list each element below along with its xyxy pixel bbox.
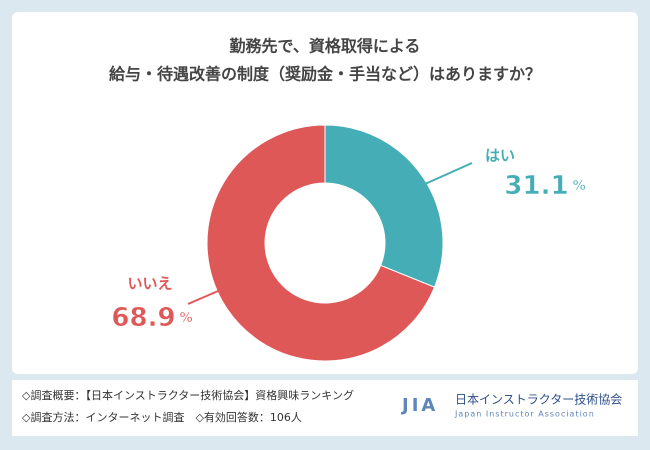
donut-slice [324,124,444,288]
leader-line [424,162,473,185]
donut-slice [206,124,436,362]
card [12,12,638,374]
logo-box [398,390,628,420]
chart-title: 給与・待遇改善の制度（奨励金・手当など）はありますか？ [109,65,541,84]
value-unit: % [180,311,193,326]
value-label: 68.9% [111,303,192,333]
logo-english: Japan Instructor Association [454,410,595,419]
chart-title: 勤務先で、資格取得による [230,37,421,56]
leader-line [187,284,233,305]
value-number: 31.1 [504,171,568,201]
logo-name: 日本インストラクター技術協会 [455,392,622,407]
category-label: いいえ [127,275,172,293]
footer-note: ◇調査概要：【日本インストラクター技術協会】資格興味ランキング [22,388,354,402]
footer-note: ◇調査方法：インターネット調査 ◇有効回答数：106人 [22,410,302,424]
value-unit: % [573,179,586,194]
category-label: はい [485,147,515,165]
logo-mark: JIA [400,395,438,416]
value-number: 68.9 [111,303,175,333]
value-label: 31.1% [504,171,585,201]
